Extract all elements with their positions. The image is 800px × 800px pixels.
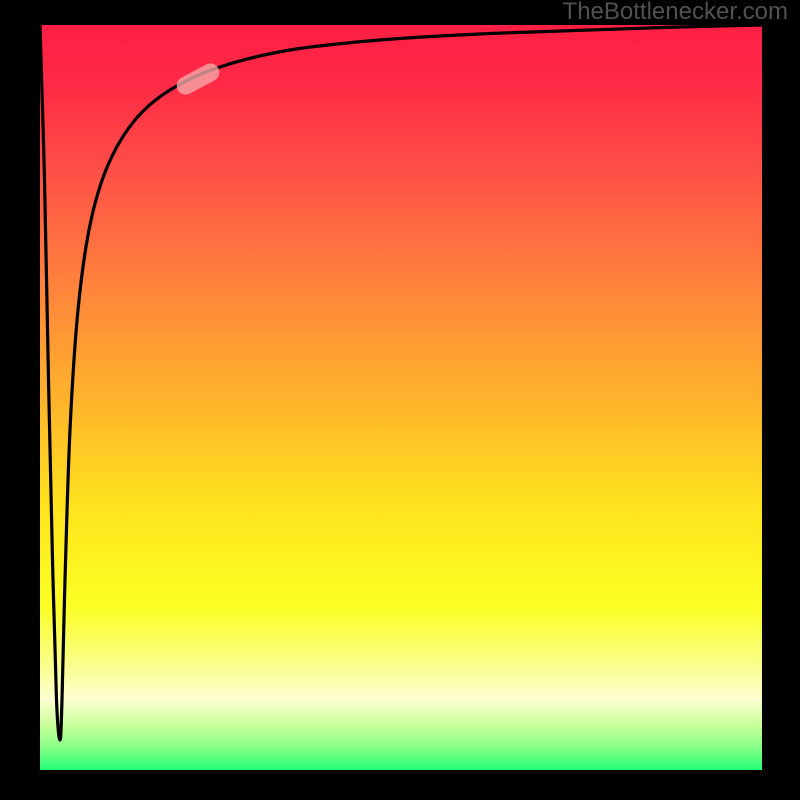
plot-area bbox=[40, 25, 762, 770]
bottleneck-chart: TheBottlenecker.com bbox=[0, 0, 800, 800]
watermark-text: TheBottlenecker.com bbox=[563, 0, 788, 26]
chart-svg bbox=[0, 0, 800, 800]
